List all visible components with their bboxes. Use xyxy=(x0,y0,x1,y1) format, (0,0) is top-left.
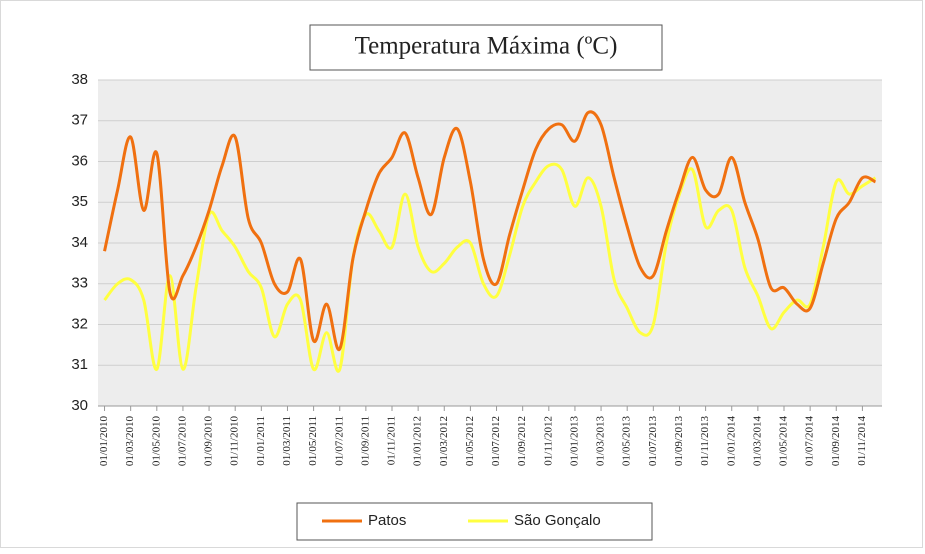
x-tick-label: 01/07/2010 xyxy=(176,416,188,467)
x-tick-label: 01/07/2011 xyxy=(333,416,345,466)
x-tick-label: 01/03/2012 xyxy=(438,416,450,466)
x-tick-label: 01/09/2013 xyxy=(673,416,685,467)
x-tick-label: 01/01/2012 xyxy=(412,416,424,466)
x-tick-label: 01/07/2014 xyxy=(804,416,816,467)
x-tick-label: 01/01/2010 xyxy=(98,416,110,467)
y-tick-label: 37 xyxy=(71,112,88,129)
x-tick-label: 01/05/2014 xyxy=(778,416,790,467)
series-line xyxy=(103,162,877,373)
y-tick-label: 32 xyxy=(71,315,88,332)
x-tick-label: 01/09/2012 xyxy=(516,416,528,466)
x-tick-label: 01/05/2012 xyxy=(464,416,476,466)
x-tick-label: 01/11/2010 xyxy=(229,416,241,466)
x-tick-label: 01/03/2010 xyxy=(124,416,136,467)
x-tick-label: 01/05/2010 xyxy=(150,416,162,467)
y-tick-label: 36 xyxy=(71,152,88,169)
y-tick-label: 31 xyxy=(71,356,88,373)
series-line xyxy=(103,110,877,351)
x-tick-label: 01/03/2013 xyxy=(595,416,607,467)
y-tick-label: 30 xyxy=(71,397,88,414)
x-tick-label: 01/11/2014 xyxy=(856,416,868,466)
chart-title: Temperatura Máxima (ºC) xyxy=(355,33,618,60)
x-tick-label: 01/01/2014 xyxy=(725,416,737,467)
title-box xyxy=(309,24,663,71)
legend-label: Patos xyxy=(368,512,406,529)
x-tick-label: 01/11/2011 xyxy=(386,416,398,465)
x-tick-label: 01/09/2011 xyxy=(359,416,371,466)
x-tick-label: 01/11/2012 xyxy=(542,416,554,466)
y-tick-label: 33 xyxy=(71,275,88,292)
x-tick-label: 01/01/2011 xyxy=(255,416,267,466)
legend-label: São Gonçalo xyxy=(514,512,601,529)
y-tick-label: 38 xyxy=(71,71,88,88)
x-tick-label: 01/09/2010 xyxy=(203,416,215,467)
x-tick-label: 01/05/2011 xyxy=(307,416,319,466)
x-tick-label: 01/07/2013 xyxy=(647,416,659,467)
y-tick-label: 34 xyxy=(71,234,88,251)
x-tick-label: 01/01/2013 xyxy=(568,416,580,467)
y-tick-label: 35 xyxy=(71,193,88,210)
x-tick-label: 01/07/2012 xyxy=(490,416,502,466)
x-tick-label: 01/03/2014 xyxy=(751,416,763,467)
x-tick-label: 01/09/2014 xyxy=(830,416,842,467)
x-tick-label: 01/11/2013 xyxy=(699,416,711,466)
x-tick-label: 01/03/2011 xyxy=(281,416,293,466)
x-tick-label: 01/05/2013 xyxy=(621,416,633,467)
